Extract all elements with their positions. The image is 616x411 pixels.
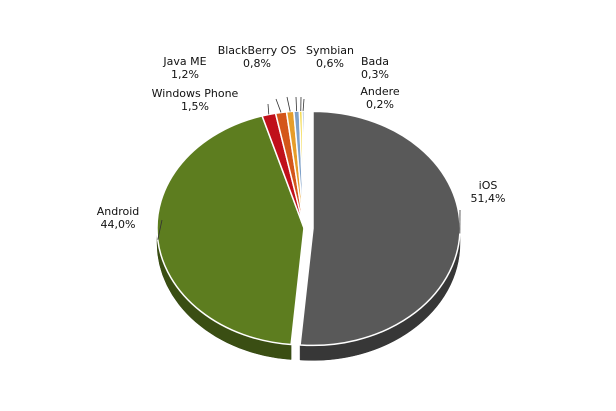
slice-ios	[299, 110, 461, 347]
slice-label-java-me: Java ME	[162, 55, 206, 68]
slice-label-blackberry-os: BlackBerry OS	[218, 44, 297, 57]
slice-label-bada: Bada	[361, 55, 389, 68]
leader-line-java-me	[275, 98, 282, 113]
slice-value-blackberry-os: 0,8%	[243, 57, 271, 70]
slice-value-java-me: 1,2%	[171, 68, 199, 81]
slice-value-windows-phone: 1,5%	[181, 100, 209, 113]
slice-label-andere: Andere	[360, 85, 400, 98]
leader-line-andere	[302, 98, 305, 112]
leader-line-symbian	[295, 96, 298, 112]
leader-line-android	[157, 219, 163, 240]
slice-value-bada: 0,3%	[361, 68, 389, 81]
leader-line-windows-phone	[267, 103, 270, 115]
slice-value-android: 44,0%	[101, 218, 136, 231]
slice-label-symbian: Symbian	[306, 44, 354, 57]
slice-label-windows-phone: Windows Phone	[152, 87, 239, 100]
leader-lines	[157, 96, 461, 240]
slice-value-andere: 0,2%	[366, 98, 394, 111]
slice-value-ios: 51,4%	[471, 192, 506, 205]
pie-top-layer	[156, 110, 461, 347]
slice-label-ios: iOS	[479, 179, 498, 192]
slice-label-android: Android	[97, 205, 140, 218]
leader-line-blackberry-os	[286, 96, 291, 112]
slice-value-symbian: 0,6%	[316, 57, 344, 70]
